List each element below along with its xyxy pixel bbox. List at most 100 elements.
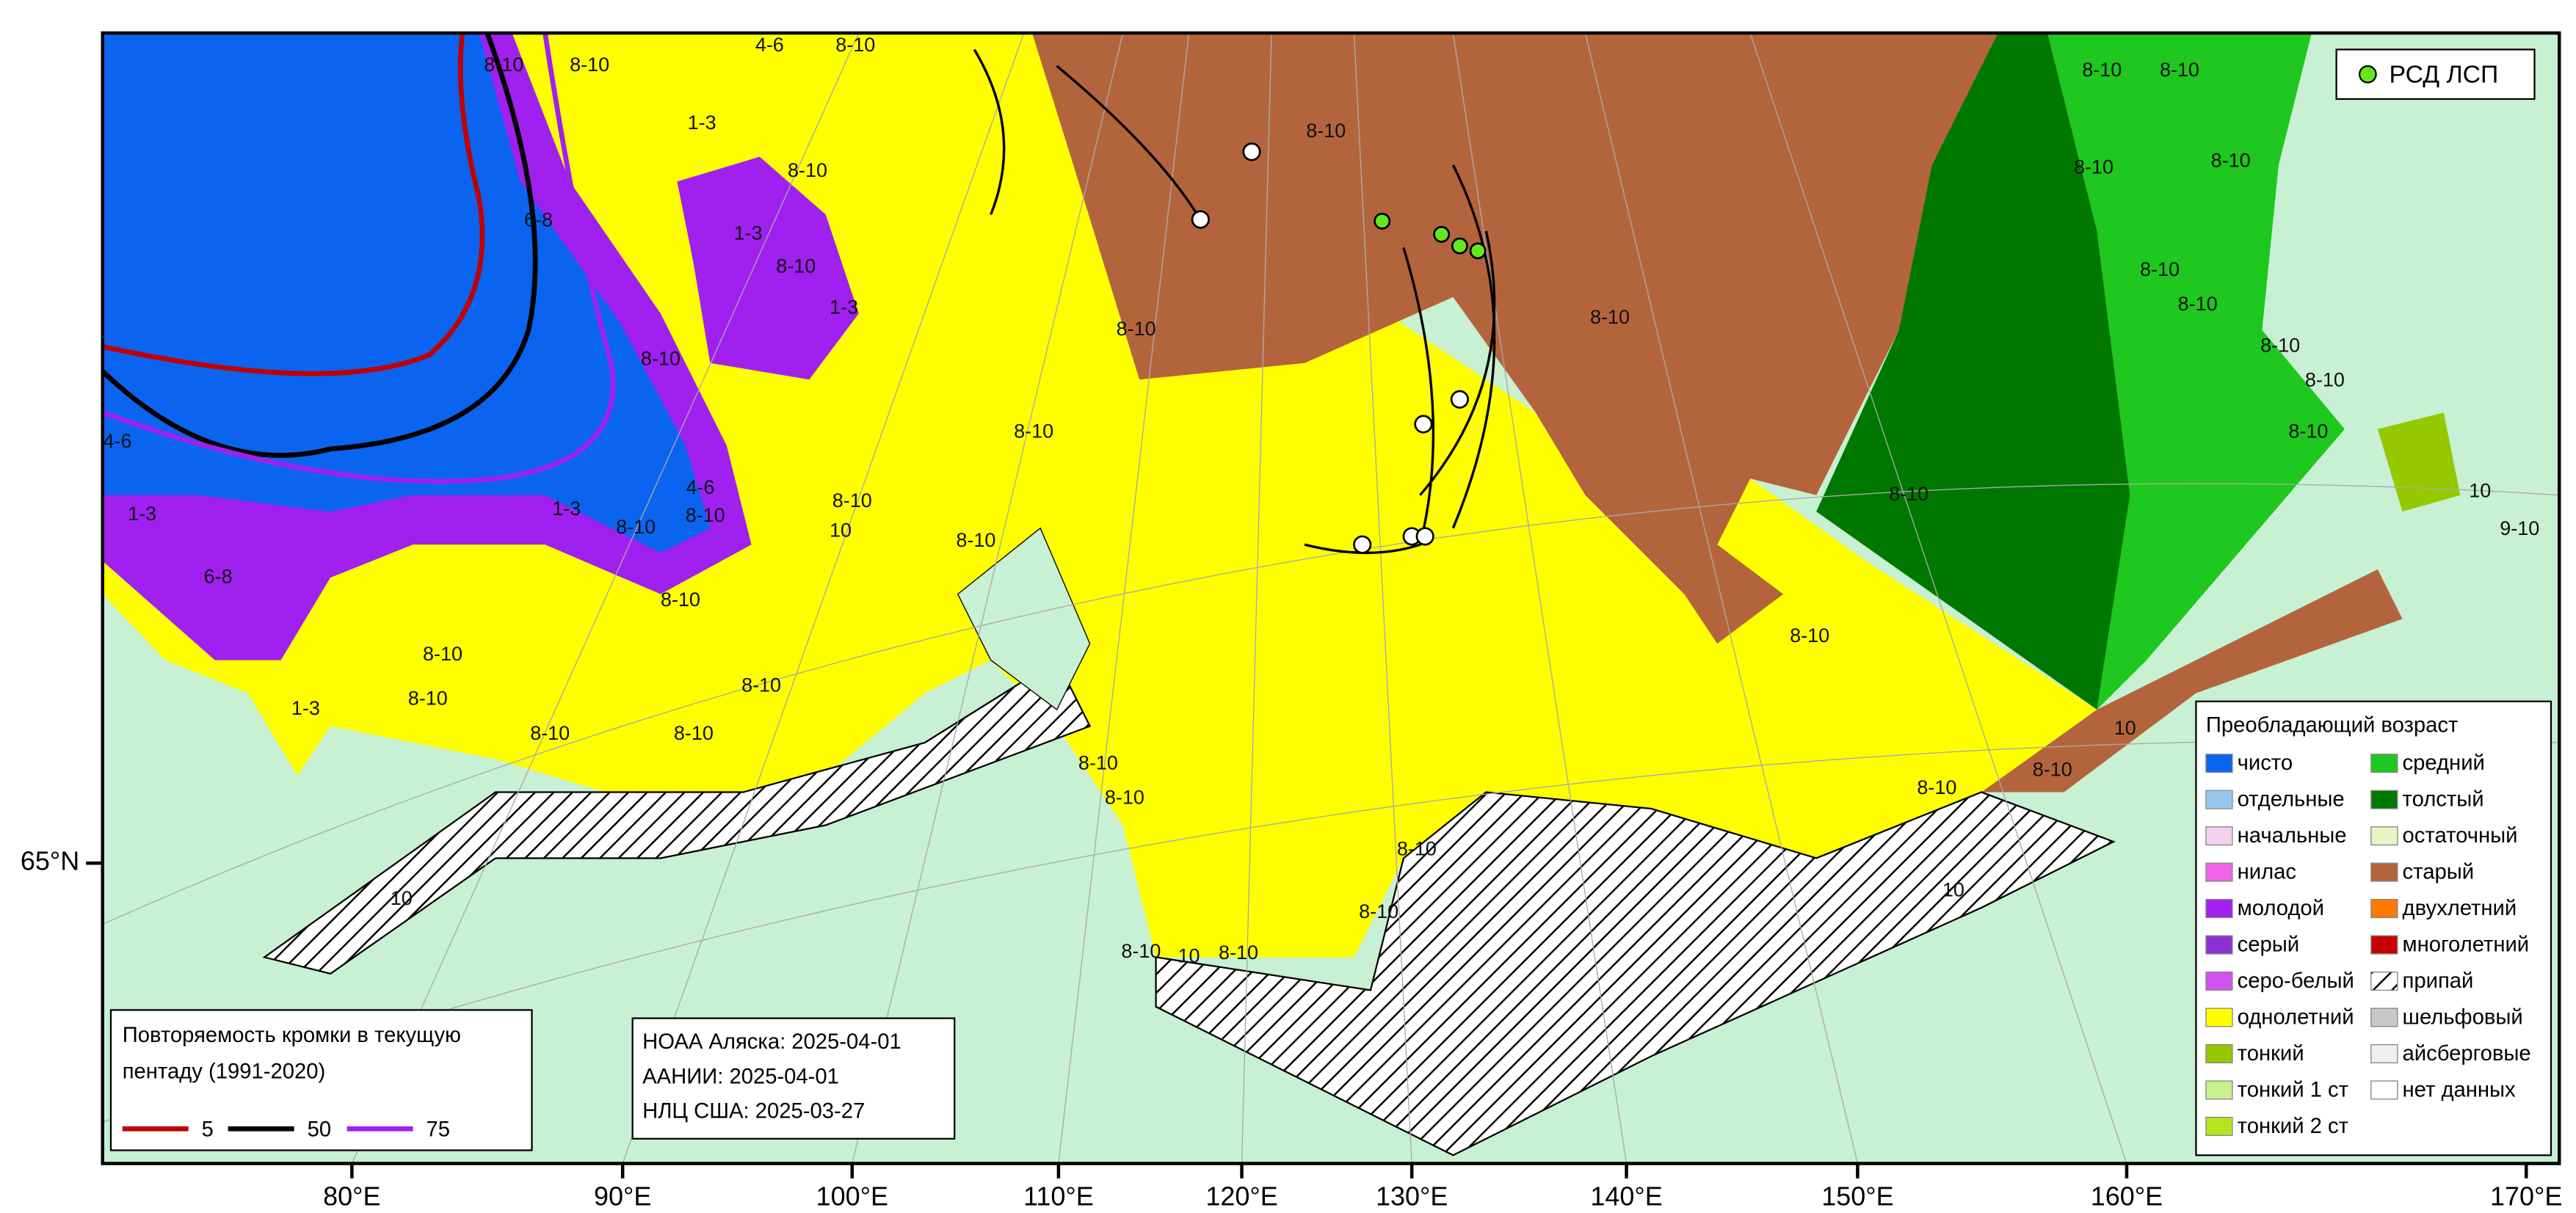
x-tick-label: 170°E [2490, 1181, 2562, 1211]
x-tick-label: 100°E [816, 1181, 888, 1211]
source-line: НОАА Аляска: 2025-04-01 [642, 1030, 901, 1054]
legend-label: чисто [2238, 751, 2293, 775]
ice-label: 8-10 [1306, 120, 1346, 142]
x-tick-label: 160°E [2091, 1181, 2163, 1211]
ice-label: 8-10 [686, 504, 725, 526]
edge-legend-title: Повторяемость кромки в текущую [123, 1024, 461, 1047]
ice-label: 8-10 [408, 688, 448, 710]
ice-label: 8-10 [423, 643, 462, 665]
ice-label: 8-10 [1917, 776, 1956, 798]
x-tick-label: 150°E [1821, 1181, 1893, 1211]
ice-label: 8-10 [2074, 156, 2114, 178]
ice-label: 8-10 [1219, 941, 1258, 964]
young-ice-island [677, 156, 859, 380]
legend-label: средний [2403, 751, 2485, 775]
legend-swatch [2370, 826, 2398, 846]
ice-label: 8-10 [1078, 751, 1118, 773]
x-tick-label: 90°E [594, 1181, 651, 1211]
ice-label: 8-10 [788, 159, 827, 181]
ice-label: 8-10 [2211, 150, 2251, 172]
buoys [1191, 142, 1487, 554]
ice-labels: 4-6 8-10 8-10 8-10 1-3 8-10 6-8 1-3 8-10 1-3 8-10 8… [103, 34, 2539, 966]
legend-swatch [2370, 935, 2398, 955]
x-tick-label: 140°E [1590, 1181, 1662, 1211]
edge-legend-title: пентаду (1991-2020) [123, 1060, 325, 1084]
legend-swatch [2205, 754, 2233, 773]
fast-ice [262, 658, 1092, 975]
ice-label: 10 [1942, 879, 1964, 901]
legend-label: тонкий [2238, 1042, 2304, 1066]
legend-swatch [2205, 862, 2233, 882]
edge-line-75 [102, 32, 616, 484]
ice-label: 10 [391, 887, 413, 909]
ice-label: 10 [2114, 717, 2136, 739]
legend-swatch [2370, 862, 2398, 882]
ice-label: 8-10 [530, 722, 570, 744]
legend-label: однолетний [2238, 1005, 2354, 1029]
ice-label: 8-10 [832, 489, 872, 511]
legend-label: молодой [2238, 897, 2324, 920]
ice-label: 8-10 [2082, 59, 2122, 81]
y-tick-label: 65°N [21, 846, 79, 876]
ice-label: 10 [2469, 479, 2491, 501]
ice-label: 8-10 [776, 255, 816, 277]
map-area: 4-6 8-10 8-10 8-10 1-3 8-10 6-8 1-3 8-10 1-3 8-10 8… [102, 32, 2560, 1164]
ice-label: 8-10 [2288, 420, 2328, 442]
land-coast [957, 527, 1091, 711]
legend-swatch [2370, 899, 2398, 919]
x-axis: 80°E 90°E 100°E 110°E 120°E 130°E 140°E 150°E 16… [323, 1163, 2562, 1211]
edge-legend: Повторяемость кромки в текущую пентаду (… [109, 1009, 533, 1151]
ice-label: 8-10 [1117, 318, 1156, 340]
thick-ice [1816, 32, 2130, 710]
legend-label: остаточный [2403, 824, 2518, 848]
legend-swatch [2205, 899, 2233, 919]
ice-label: 1-3 [734, 222, 763, 244]
ice-label: 8-10 [1590, 306, 1630, 328]
legend-label: нет данных [2403, 1078, 2516, 1101]
legend-swatch [2370, 754, 2398, 773]
legend-swatch [2205, 1043, 2233, 1064]
legend-label: старый [2403, 860, 2475, 884]
ice-label: 8-10 [1889, 483, 1929, 505]
legend-swatch [2370, 1043, 2398, 1064]
graticule [102, 32, 2560, 1164]
ice-label: 8-10 [2178, 293, 2218, 315]
legend-label: толстый [2403, 787, 2484, 811]
legend-label: шельфовый [2403, 1005, 2523, 1029]
ice-label: 8-10 [2033, 758, 2072, 780]
ice-label: 1-3 [688, 112, 716, 134]
ice-label: 8-10 [2160, 59, 2199, 81]
edge-line-5 [102, 32, 485, 376]
legend-label: тонкий 2 ст [2238, 1115, 2348, 1138]
legend-label: двухлетний [2403, 897, 2517, 920]
old-ice [1031, 32, 1998, 644]
ice-label: 4-6 [103, 430, 131, 452]
legend-label: нилас [2238, 860, 2296, 884]
legend-swatch [2370, 1008, 2398, 1027]
map-frame [101, 31, 2561, 1165]
ice-label: 8-10 [835, 34, 875, 56]
legend-label: 75 [427, 1118, 451, 1141]
ice-label: 8-10 [674, 722, 714, 744]
source-line: НЛЦ США: 2025-03-27 [642, 1100, 865, 1123]
ice-label: 9-10 [2500, 517, 2539, 539]
legend-swatch [2205, 790, 2233, 809]
legend-swatch [2205, 971, 2233, 991]
edge-line-50 [102, 32, 538, 458]
legend-label: серый [2238, 933, 2299, 956]
legend-swatch [2370, 1080, 2398, 1100]
ice-label: 8-10 [2305, 369, 2345, 391]
point-legend-label: РСД ЛСП [2390, 60, 2499, 88]
old-ice-coast [1981, 569, 2403, 793]
x-tick-label: 80°E [323, 1181, 380, 1211]
legend-label: припай [2403, 969, 2474, 993]
legend-swatch [2205, 1008, 2233, 1027]
age-legend-title: Преобладающий возраст [2206, 713, 2459, 737]
sources-box: НОАА Аляска: 2025-04-01 ААНИИ: 2025-04-0… [631, 1017, 956, 1140]
legend-swatch [2205, 1080, 2233, 1100]
ice-label: 8-10 [641, 347, 681, 369]
x-tick-label: 130°E [1376, 1181, 1448, 1211]
fast-ice [1155, 791, 2116, 1156]
ice-label: 6-8 [524, 208, 553, 230]
